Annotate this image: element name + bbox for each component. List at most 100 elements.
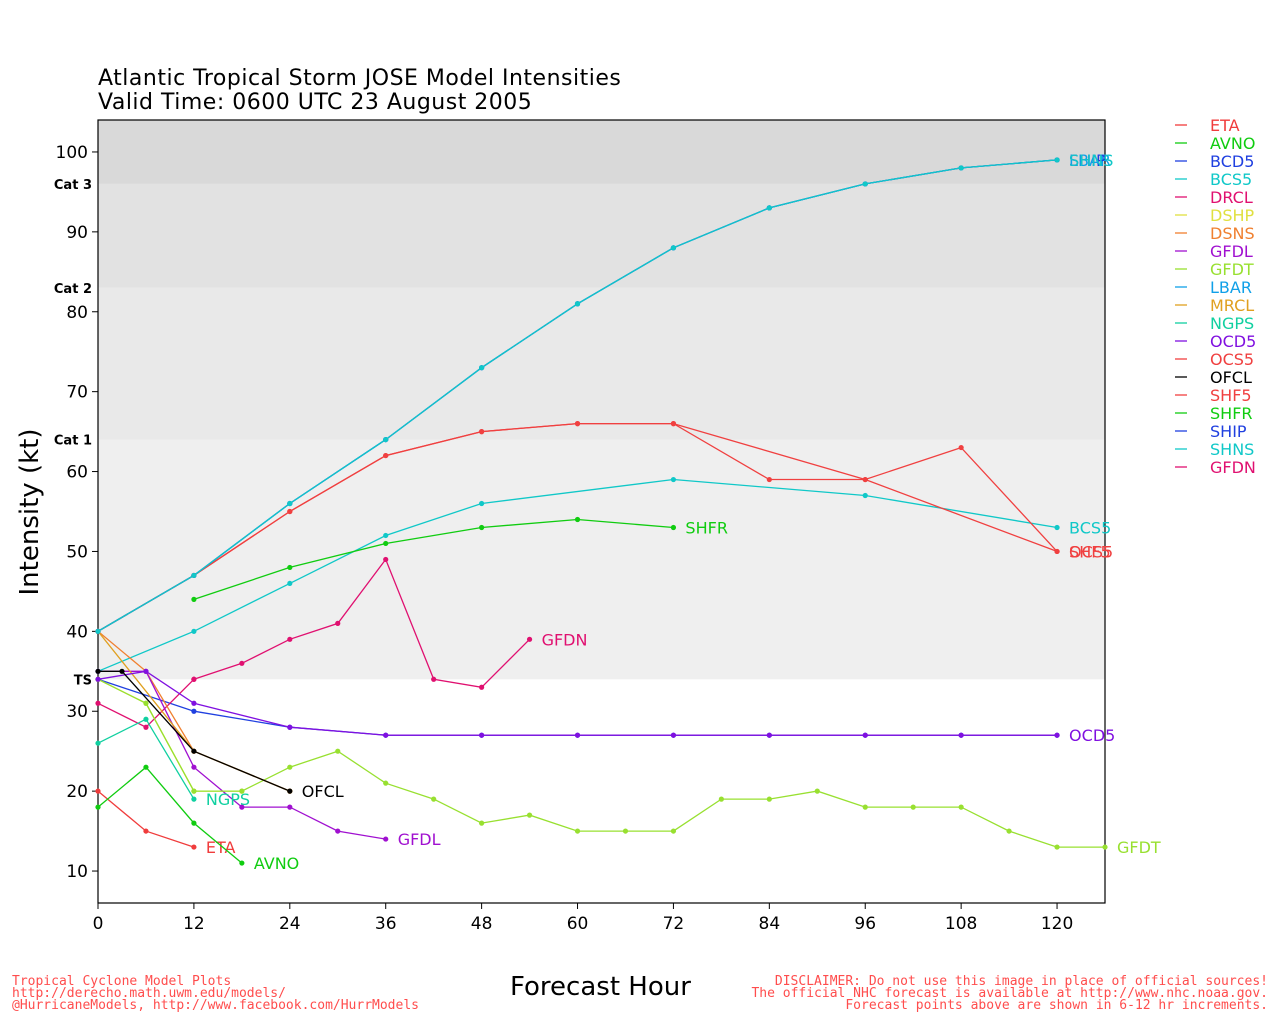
footer-credit-line: Tropical Cyclone Model Plots [12,974,232,989]
legend-entry: DRCL [1210,188,1253,207]
legend-entry: OFCL [1210,368,1252,387]
series-end-label: SHFR [685,518,728,537]
data-point-gfdt [862,804,868,810]
x-tick-label: 72 [663,914,685,934]
data-point-gfdl [335,828,341,834]
series-end-label: OCD5 [1069,726,1115,745]
x-tick-label: 12 [183,914,205,934]
category-band [98,120,1105,184]
footer-credit-line: @HurricaneModels, http://www.facebook.co… [12,998,419,1013]
data-point-drcl [143,724,149,730]
legend-entry: GFDT [1210,260,1254,279]
series-line-gfdt [97,678,1105,848]
footer-credit-line: http://derecho.math.uwm.edu/models/ [12,986,286,1001]
series-end-label: GFDN [542,630,588,649]
data-point-ocd5 [95,676,101,682]
data-point-shns [191,572,197,579]
data-point-bcs5 [383,532,389,539]
x-tick-label: 24 [279,914,301,934]
data-point-ngps [95,740,101,746]
data-point-gfdt [239,788,245,794]
data-point-gfdt [143,700,149,706]
data-point-gfdn [431,676,437,682]
data-point-shf5 [479,429,485,435]
x-tick-label: 84 [759,914,781,934]
data-point-gfdl [239,804,245,810]
data-point-shns [958,165,964,171]
data-point-gfdn [191,676,197,682]
legend-entry: AVNO [1210,134,1255,153]
legend-entry: SHNS [1210,440,1254,459]
data-point-bcs5 [670,476,677,483]
data-point-gfdl [383,836,389,842]
series-end-label: BCS5 [1069,518,1111,537]
data-point-ocd5 [1054,732,1060,738]
data-point-shns [287,500,293,507]
data-point-ocd5 [670,732,677,738]
data-point-gfdt [1102,844,1108,850]
legend-entry: DSNS [1210,224,1255,243]
data-point-gfdn [526,636,533,642]
data-point-shns [574,301,581,307]
data-point-drcl [95,700,101,706]
data-point-ocd5 [287,724,293,730]
data-point-shns [670,245,677,251]
data-point-shns [766,205,772,211]
data-point-eta [95,788,101,794]
legend-entry: NGPS [1210,314,1254,333]
data-point-ocd5 [766,732,772,738]
data-point-avno [239,860,245,866]
data-point-shfr [383,540,389,547]
data-point-shns [95,628,101,634]
data-point-gfdl [287,804,293,810]
data-point-gfdt [622,828,629,834]
data-point-gfdt [479,820,485,826]
data-point-gfdn [383,556,389,563]
data-point-gfdt [1006,828,1012,834]
disclaimer-line: Forecast points above are shown in 6-12 … [845,998,1268,1013]
data-point-bcs5 [1054,524,1060,531]
series-end-label: OFCL [302,782,344,801]
x-tick-label: 0 [93,914,104,934]
data-point-ocd5 [383,732,389,738]
data-point-shf5 [1054,548,1060,555]
series-line-shfr [193,518,674,601]
series-line-ocd5 [97,670,1057,736]
category-band-label: TS [74,673,92,688]
series-end-label: AVNO [254,854,299,873]
data-point-ocd5 [479,732,485,738]
data-point-shf5 [287,508,293,515]
y-tick-label: 70 [66,383,88,403]
y-tick-label: 100 [56,143,88,163]
data-point-ofcl [95,668,101,674]
series-end-label: LBAR [1069,151,1111,170]
data-point-gfdt [191,788,197,794]
data-point-bcd5 [191,708,197,714]
data-point-avno [191,820,197,826]
data-point-bcs5 [287,580,293,587]
data-point-gfdt [958,804,964,810]
x-tick-label: 96 [854,914,876,934]
data-point-ofcl [287,788,293,794]
legend-entry: GFDN [1210,458,1256,477]
footer-credits: Tropical Cyclone Model Plots http://dere… [12,974,419,1013]
data-point-shfr [670,524,677,531]
data-point-gfdt [574,828,581,834]
data-point-gfdt [814,788,820,794]
chart-title: Atlantic Tropical Storm JOSE Model Inten… [98,66,622,91]
data-point-gfdt [383,780,389,786]
x-tick-label: 48 [471,914,493,934]
data-point-shfr [191,596,197,602]
series-line-gfdn [193,558,531,688]
series-end-label: SHF5 [1069,542,1111,561]
data-point-bcs5 [191,628,197,634]
y-axis-label: Intensity (kt) [15,429,45,596]
data-point-gfdn [335,620,341,626]
data-point-eta [191,844,197,850]
data-point-ocd5 [862,732,868,738]
x-tick-label: 60 [567,914,589,934]
series-end-label: GFDL [398,830,441,849]
category-band-label: Cat 2 [54,282,92,297]
data-point-gfdn [287,636,293,642]
